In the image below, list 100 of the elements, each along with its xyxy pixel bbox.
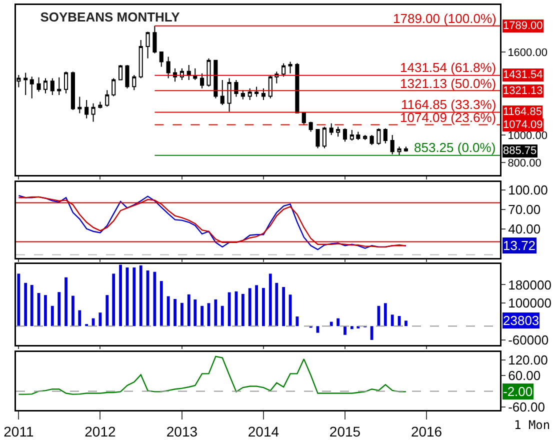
candlestick [24, 72, 28, 96]
bar [200, 306, 204, 326]
bar [214, 299, 218, 326]
candlestick [84, 100, 89, 119]
x-tick-label: 2012 [84, 423, 116, 440]
candlestick [404, 146, 408, 152]
annotation: 1074.09 [503, 119, 543, 131]
y-tick-label: 800.00 [508, 158, 542, 170]
y-tick-label: 1600.00 [508, 46, 548, 59]
annotation: 1789.00 [503, 20, 543, 32]
candlestick [248, 88, 252, 101]
bar [262, 288, 265, 326]
bar [174, 298, 176, 326]
candlestick [227, 78, 232, 112]
annotation: 1164.85 [503, 106, 542, 118]
line-series [18, 356, 407, 395]
candlestick [91, 102, 96, 122]
bar [50, 306, 54, 326]
candlestick [70, 71, 75, 110]
candlestick [254, 86, 259, 98]
candlestick [295, 62, 300, 114]
x-tick-label: 2016 [410, 423, 442, 440]
x-tick-label: 2014 [248, 423, 280, 440]
bar [330, 322, 333, 326]
candlestick [43, 78, 48, 94]
candlestick [159, 52, 164, 68]
candlestick [78, 96, 82, 114]
ref-line-label: 853.25 (0.0%) [414, 140, 496, 155]
y-tick-label: 60.00 [508, 368, 541, 384]
candlestick [64, 71, 68, 94]
candlestick [376, 128, 381, 146]
bar [187, 294, 190, 326]
bar [24, 282, 28, 326]
candlestick [383, 128, 388, 144]
y-tick-label: 40.00 [508, 221, 541, 236]
candlestick [186, 64, 191, 80]
bar [241, 294, 244, 326]
candlestick [193, 68, 198, 80]
y-tick-label: 100000 [508, 296, 552, 311]
bar [30, 284, 34, 326]
bar [384, 303, 387, 326]
bar [282, 287, 286, 326]
annotation: 13.72 [503, 238, 536, 253]
candlestick [36, 76, 41, 92]
candlestick [146, 31, 150, 59]
y-tick-label: 120.00 [508, 352, 548, 368]
bar [255, 285, 258, 326]
y-tick-label: -60.00 [508, 399, 545, 414]
y-tick-label: 1000.00 [508, 130, 548, 142]
y-tick-label: 100.00 [508, 182, 548, 198]
candlestick [166, 56, 170, 79]
ref-line-label: 1789.00 (100.0%) [393, 11, 496, 26]
x-tick-label: 2011 [4, 423, 34, 440]
chart-title: SOYBEANS MONTHLY [40, 10, 180, 25]
candlestick [220, 79, 224, 106]
candlestick [234, 79, 238, 98]
text: 1 Mon [514, 418, 550, 432]
candlestick [98, 101, 102, 109]
y-tick-label: 180000 [508, 277, 552, 292]
candlestick [138, 40, 143, 79]
bar [228, 292, 231, 326]
candlestick [356, 131, 360, 140]
bar [350, 326, 354, 330]
candlestick [282, 62, 286, 78]
bar [390, 314, 394, 326]
bar [17, 274, 20, 326]
candlestick [316, 128, 320, 149]
annotation: 1431.54 [503, 69, 543, 81]
candlestick [125, 64, 130, 89]
candlestick [261, 88, 266, 101]
candlestick [370, 134, 374, 146]
candlestick [105, 90, 110, 108]
y-tick-label: -60000 [508, 332, 549, 348]
annotation: 1321.13 [503, 85, 543, 97]
bar [64, 277, 68, 326]
bar [44, 295, 47, 326]
x-tick-label: 2015 [329, 423, 361, 440]
candlestick [132, 74, 136, 91]
candlestick [118, 64, 123, 80]
bar [370, 326, 374, 340]
bar [106, 295, 109, 326]
candlestick [112, 78, 116, 97]
bar [316, 326, 320, 333]
candlestick [302, 112, 306, 126]
candlestick [308, 121, 313, 132]
bar [78, 310, 82, 326]
bar [248, 288, 252, 326]
candlestick [30, 76, 34, 99]
bar [344, 326, 346, 335]
candlestick [397, 146, 402, 156]
candlestick [390, 134, 394, 155]
bar [112, 274, 116, 326]
candlestick [336, 126, 340, 138]
bar [166, 296, 170, 326]
candlestick [57, 76, 62, 96]
bar [58, 292, 61, 326]
candlestick [342, 128, 348, 142]
bar [268, 274, 272, 326]
bar [119, 264, 122, 326]
candlestick [152, 25, 157, 54]
